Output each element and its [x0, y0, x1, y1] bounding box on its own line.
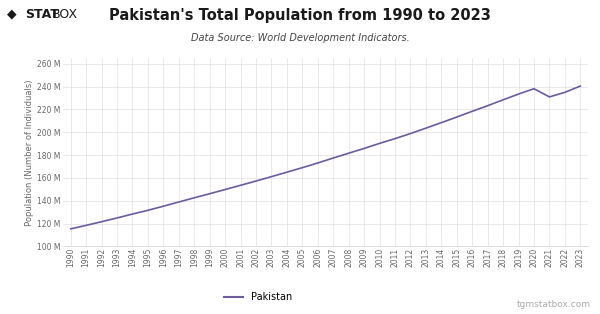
Pakistan — [283, 170, 290, 174]
Text: ◆: ◆ — [7, 8, 17, 21]
Text: Data Source: World Development Indicators.: Data Source: World Development Indicator… — [191, 33, 409, 43]
Pakistan — [221, 188, 229, 192]
Pakistan — [530, 87, 538, 91]
Pakistan — [546, 95, 553, 99]
Legend: Pakistan: Pakistan — [220, 288, 296, 306]
Pakistan — [253, 179, 260, 183]
Pakistan — [129, 212, 136, 216]
Pakistan — [469, 109, 476, 113]
Line: Pakistan: Pakistan — [71, 86, 580, 229]
Pakistan — [345, 151, 352, 155]
Pakistan — [113, 216, 121, 220]
Pakistan — [98, 220, 105, 224]
Pakistan — [561, 90, 568, 94]
Pakistan — [299, 166, 306, 170]
Text: STAT: STAT — [25, 8, 59, 21]
Pakistan — [191, 196, 198, 200]
Pakistan — [422, 126, 430, 130]
Pakistan — [160, 204, 167, 208]
Pakistan — [453, 115, 460, 119]
Pakistan — [361, 147, 368, 150]
Y-axis label: Population (Number of Individuals): Population (Number of Individuals) — [25, 79, 34, 225]
Pakistan — [145, 208, 152, 212]
Pakistan — [67, 227, 74, 231]
Pakistan — [329, 156, 337, 160]
Pakistan — [206, 192, 213, 196]
Text: BOX: BOX — [52, 8, 79, 21]
Pakistan — [237, 183, 244, 187]
Text: Pakistan's Total Population from 1990 to 2023: Pakistan's Total Population from 1990 to… — [109, 8, 491, 23]
Pakistan — [376, 142, 383, 145]
Pakistan — [407, 132, 414, 135]
Pakistan — [438, 121, 445, 125]
Pakistan — [83, 224, 90, 227]
Pakistan — [314, 161, 322, 165]
Pakistan — [577, 84, 584, 88]
Pakistan — [175, 200, 182, 204]
Pakistan — [391, 137, 398, 141]
Pakistan — [484, 104, 491, 108]
Pakistan — [515, 92, 522, 96]
Pakistan — [499, 98, 506, 102]
Text: tgmstatbox.com: tgmstatbox.com — [517, 300, 591, 309]
Pakistan — [268, 175, 275, 178]
